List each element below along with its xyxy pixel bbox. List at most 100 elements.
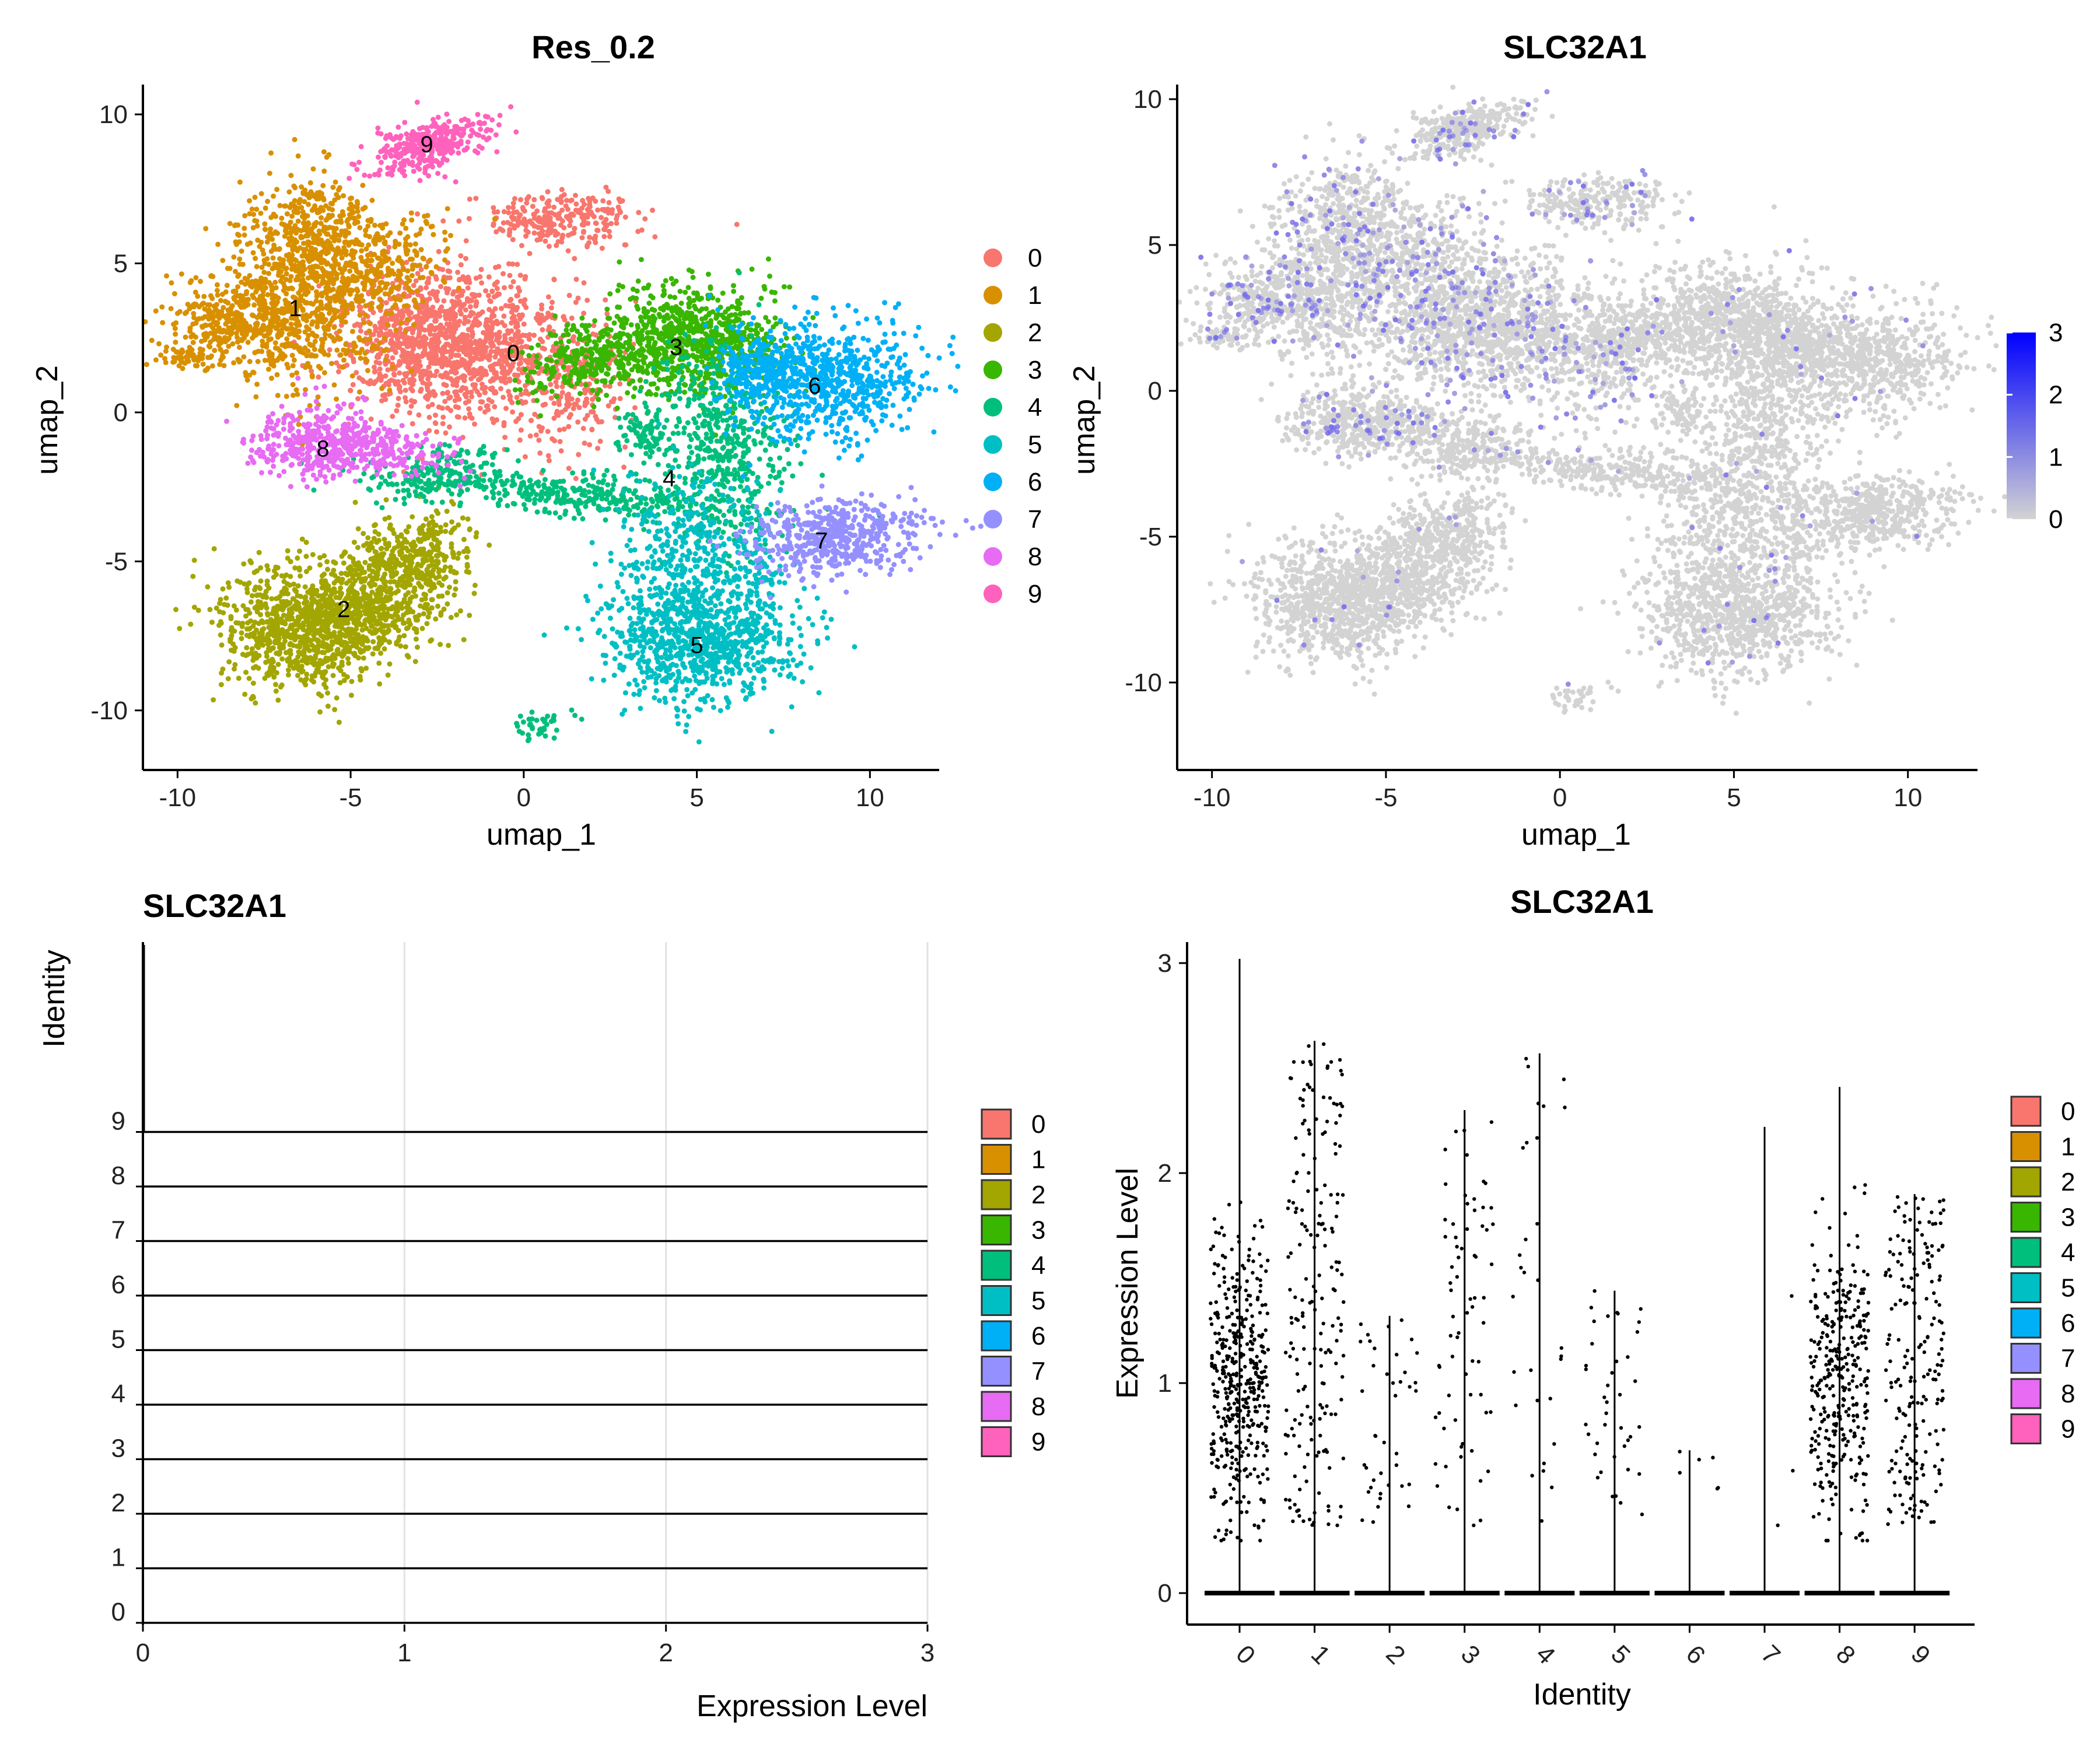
cluster-point: [298, 614, 303, 620]
cluster-point: [327, 310, 332, 316]
cluster-point: [616, 196, 622, 202]
cluster-point: [211, 697, 216, 703]
umap-clusters-title: Res_0.2: [531, 29, 655, 65]
cluster-point: [239, 249, 244, 254]
cluster-point: [318, 365, 323, 371]
cluster-point: [383, 356, 388, 362]
cluster-point: [217, 362, 223, 368]
cluster-point: [343, 228, 348, 234]
cluster-point: [278, 352, 284, 358]
cluster-point: [269, 285, 275, 290]
cluster-point: [506, 330, 512, 336]
cluster-point: [350, 328, 355, 334]
cluster-point: [229, 304, 235, 310]
cluster-point: [387, 661, 393, 667]
cluster-point: [397, 297, 403, 303]
cluster-point: [448, 353, 454, 359]
cluster-point: [304, 213, 310, 219]
cluster-point: [514, 323, 520, 329]
cluster-point: [295, 391, 300, 397]
cluster-point: [345, 656, 351, 662]
cluster-point: [178, 271, 184, 277]
cluster-point: [304, 353, 310, 359]
cluster-point: [591, 323, 597, 328]
cluster-point: [548, 382, 554, 387]
cluster-point: [424, 285, 429, 290]
cluster-point: [301, 600, 307, 606]
cluster-point: [220, 304, 226, 310]
cluster-point: [513, 418, 519, 424]
cluster-point: [274, 372, 280, 377]
cluster-point: [444, 390, 450, 396]
cluster-point: [533, 432, 539, 438]
cluster-point: [355, 208, 360, 214]
cluster-point: [433, 421, 439, 426]
cluster-point: [272, 340, 278, 346]
cluster-point: [372, 251, 377, 257]
cluster-point: [559, 390, 565, 396]
cluster-point: [442, 398, 448, 404]
cluster-point: [545, 189, 551, 195]
cluster-point: [304, 660, 310, 666]
cluster-point: [220, 610, 226, 615]
cluster-point: [345, 282, 350, 288]
cluster-point: [495, 209, 501, 215]
cluster-point: [247, 240, 253, 246]
cluster-point: [439, 405, 445, 411]
cluster-point: [312, 222, 317, 228]
cluster-point: [522, 276, 528, 282]
cluster-point: [349, 306, 355, 312]
cluster-point: [330, 225, 335, 231]
cluster-point: [496, 340, 502, 346]
cluster-point: [325, 690, 331, 696]
cluster-point: [253, 332, 259, 338]
cluster-point: [288, 261, 294, 267]
cluster-point: [544, 200, 550, 206]
cluster-point: [264, 239, 270, 245]
cluster-point: [419, 373, 425, 379]
cluster-point: [456, 218, 462, 224]
cluster-point: [255, 237, 261, 243]
cluster-point: [330, 673, 336, 678]
cluster-point: [191, 558, 197, 563]
cluster-point: [274, 187, 280, 192]
cluster-point: [447, 269, 453, 274]
cluster-point: [373, 379, 379, 384]
cluster-point: [343, 341, 349, 347]
cluster-point: [478, 376, 484, 382]
cluster-point: [365, 368, 370, 373]
cluster-point: [354, 634, 360, 640]
cluster-point: [432, 356, 438, 362]
cluster-point: [467, 304, 473, 310]
cluster-point: [253, 700, 258, 706]
cluster-point: [546, 243, 552, 249]
cluster-point: [480, 382, 485, 387]
cluster-point: [144, 362, 149, 368]
cluster-point: [438, 612, 444, 618]
cluster-point: [318, 215, 324, 220]
cluster-point: [410, 335, 415, 341]
cluster-point: [246, 676, 252, 681]
cluster-point: [531, 197, 537, 202]
cluster-point: [507, 378, 513, 384]
cluster-point: [534, 216, 540, 222]
cluster-point: [582, 440, 587, 446]
cluster-point: [321, 571, 327, 577]
cluster-point: [398, 643, 404, 649]
cluster-point: [592, 236, 598, 242]
cluster-point: [507, 272, 513, 278]
cluster-point: [475, 313, 481, 318]
cluster-point: [307, 565, 313, 571]
cluster-point: [385, 267, 391, 272]
cluster-point: [562, 407, 568, 412]
cluster-point: [382, 291, 388, 297]
cluster-point: [376, 596, 382, 602]
cluster-point: [572, 256, 578, 261]
cluster-point: [321, 601, 327, 607]
cluster-point: [558, 448, 564, 454]
cluster-point: [288, 173, 294, 178]
cluster-point: [550, 348, 555, 354]
cluster-point: [363, 228, 369, 233]
cluster-point: [265, 620, 271, 625]
cluster-point: [315, 394, 321, 400]
